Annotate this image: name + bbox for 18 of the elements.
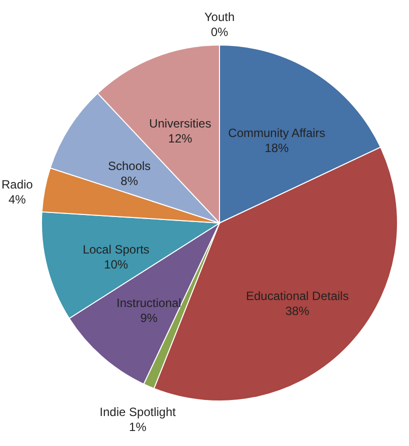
data-label: 38% — [285, 304, 310, 318]
data-label: 18% — [264, 140, 290, 155]
data-label: 9% — [140, 311, 158, 326]
slice-label: Schools — [108, 158, 151, 173]
slice-label: Universities — [149, 116, 212, 131]
category-label: Youth — [204, 10, 235, 24]
slice-label: Educational Details — [246, 289, 349, 304]
data-label: 12% — [168, 132, 193, 146]
slice-label: Radio — [1, 177, 34, 192]
data-label: 1% — [129, 420, 147, 434]
slice-label: Community Affairs — [228, 126, 326, 140]
data-label: 4% — [8, 192, 26, 206]
slice-label: Instructional — [116, 296, 182, 310]
data-label: 8% — [120, 174, 138, 188]
slice-label: Local Sports — [82, 242, 150, 257]
data-label: 10% — [104, 258, 128, 272]
slice-label: Indie Spotlight — [100, 405, 176, 420]
text: 0% — [210, 25, 228, 39]
